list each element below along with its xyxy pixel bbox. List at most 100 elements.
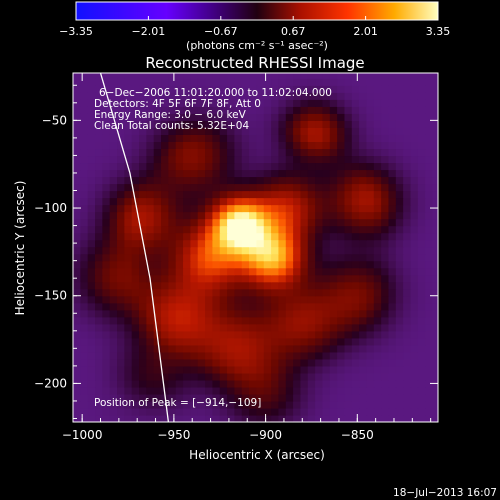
heatmap-cell xyxy=(146,365,155,374)
heatmap-cell xyxy=(388,358,397,367)
heatmap-cell xyxy=(80,204,89,213)
heatmap-cell xyxy=(139,127,147,135)
heatmap-cell xyxy=(315,281,324,290)
heatmap-cell xyxy=(256,239,265,248)
heatmap-cell xyxy=(307,176,316,185)
heatmap-cell xyxy=(109,92,118,100)
heatmap-cell xyxy=(366,197,375,206)
heatmap-cell xyxy=(344,407,353,416)
heatmap-cell xyxy=(183,92,191,100)
heatmap-cell xyxy=(212,141,221,150)
heatmap-cell xyxy=(227,267,236,276)
heatmap-cell xyxy=(337,78,346,86)
heatmap-cell xyxy=(153,386,162,395)
heatmap-cell xyxy=(124,351,133,360)
heatmap-cell xyxy=(183,162,191,171)
heatmap-cell xyxy=(80,232,89,241)
heatmap-cell xyxy=(87,372,96,381)
heatmap-cell xyxy=(432,85,438,93)
heatmap-cell xyxy=(190,78,199,86)
heatmap-cell xyxy=(190,316,199,325)
heatmap-cell xyxy=(249,106,258,114)
heatmap-cell xyxy=(351,78,360,86)
heatmap-cell xyxy=(205,120,213,128)
heatmap-cell xyxy=(359,73,368,79)
y-tick-label: −100 xyxy=(34,201,67,215)
heatmap-cell xyxy=(212,183,221,192)
heatmap-cell xyxy=(366,218,375,227)
heatmap-cell xyxy=(102,99,111,107)
heatmap-cell xyxy=(102,106,111,114)
heatmap-cell xyxy=(73,316,81,325)
heatmap-cell xyxy=(337,295,346,304)
heatmap-cell xyxy=(102,183,111,192)
heatmap-cell xyxy=(351,239,360,248)
heatmap-cell xyxy=(168,169,177,178)
heatmap-cell xyxy=(351,351,360,360)
heatmap-cell xyxy=(425,309,434,318)
heatmap-cell xyxy=(395,239,404,248)
heatmap-cell xyxy=(403,351,412,360)
heatmap-cell xyxy=(344,358,353,367)
heatmap-cell xyxy=(190,372,199,381)
heatmap-cell xyxy=(351,197,360,206)
heatmap-cell xyxy=(131,141,140,150)
heatmap-cell xyxy=(102,134,111,142)
heatmap-cell xyxy=(109,204,118,213)
heatmap-cell xyxy=(395,400,404,409)
heatmap-cell xyxy=(249,141,258,150)
heatmap-cell xyxy=(263,365,272,374)
heatmap-cell xyxy=(300,358,309,367)
heatmap-cell xyxy=(373,281,382,290)
heatmap-cell xyxy=(256,155,265,164)
heatmap-cell xyxy=(307,365,316,374)
heatmap-cell xyxy=(109,141,118,150)
heatmap-cell xyxy=(278,134,287,142)
heatmap-cell xyxy=(344,183,353,192)
heatmap-cell xyxy=(168,162,177,171)
heatmap-cell xyxy=(366,113,375,121)
heatmap-cell xyxy=(161,141,169,150)
heatmap-cell xyxy=(403,309,412,318)
heatmap-cell xyxy=(425,386,434,395)
heatmap-cell xyxy=(227,155,236,164)
heatmap-cell xyxy=(322,309,331,318)
heatmap-cell xyxy=(278,78,287,86)
heatmap-cell xyxy=(388,218,397,227)
heatmap-cell xyxy=(322,225,331,234)
heatmap-cell xyxy=(395,393,404,402)
heatmap-cell xyxy=(285,302,294,311)
heatmap-cell xyxy=(395,176,404,185)
y-tick-label: −50 xyxy=(42,113,67,127)
heatmap-cell xyxy=(102,127,111,135)
heatmap-cell xyxy=(183,73,191,79)
heatmap-cell xyxy=(271,288,280,297)
heatmap-cell xyxy=(190,302,199,311)
heatmap-cell xyxy=(124,358,133,367)
heatmap-cell xyxy=(241,197,250,206)
heatmap-cell xyxy=(293,148,302,157)
heatmap-cell xyxy=(80,239,89,248)
heatmap-cell xyxy=(366,414,375,422)
heatmap-cell xyxy=(403,120,412,128)
heatmap-cell xyxy=(344,344,353,353)
heatmap-cell xyxy=(87,99,96,107)
heatmap-cell xyxy=(168,197,177,206)
heatmap-cell xyxy=(87,162,96,171)
heatmap-cell xyxy=(322,253,331,262)
heatmap-cell xyxy=(161,288,169,297)
heatmap-cell xyxy=(131,211,140,220)
heatmap-cell xyxy=(425,183,434,192)
heatmap-cell xyxy=(241,309,250,318)
heatmap-cell xyxy=(249,309,258,318)
heatmap-cell xyxy=(425,134,434,142)
heatmap-cell xyxy=(102,141,111,150)
heatmap-cell xyxy=(109,162,118,171)
heatmap-cell xyxy=(197,309,206,318)
heatmap-cell xyxy=(102,274,111,283)
heatmap-cell xyxy=(344,281,353,290)
heatmap-cell xyxy=(329,239,338,248)
heatmap-cell xyxy=(307,274,316,283)
heatmap-cell xyxy=(271,204,280,213)
heatmap-cell xyxy=(263,316,272,325)
